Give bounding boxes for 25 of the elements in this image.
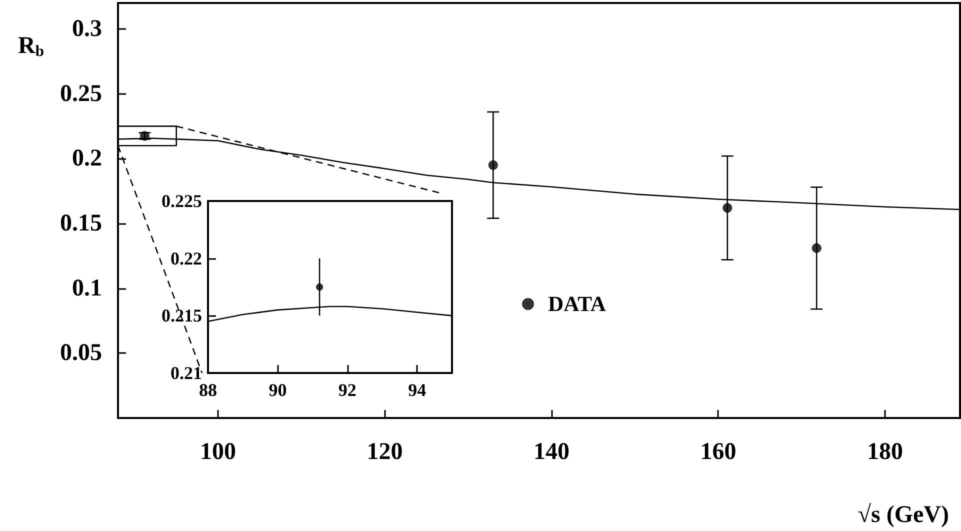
y-tick-label: 0.225	[162, 191, 202, 211]
point	[722, 203, 732, 213]
y-tick-label: 0.1	[72, 275, 102, 302]
y-tick-label: 0.25	[60, 80, 102, 107]
y-tick-label: 0.2	[72, 146, 102, 172]
legend-label: DATA	[548, 292, 606, 316]
point	[812, 243, 822, 253]
x-tick-label: 94	[408, 380, 426, 400]
x-tick-label: 88	[199, 380, 217, 400]
x-tick-label: 100	[200, 439, 236, 465]
point	[140, 131, 150, 141]
y-tick-label: 0.22	[170, 248, 202, 268]
y-tick-label: 0.215	[162, 306, 202, 326]
y-tick-label: 0.05	[60, 340, 102, 366]
x-tick-label: 140	[534, 439, 570, 465]
x-tick-label: 120	[366, 439, 403, 465]
x-tick-label: 180	[866, 439, 903, 465]
y-tick-label: 0.3	[72, 16, 102, 42]
x-tick-label: 160	[700, 439, 736, 465]
x-tick-label: 90	[268, 380, 287, 400]
x-axis-title: √s (GeV)	[858, 502, 950, 528]
x-tick-label: 92	[338, 380, 356, 400]
point	[488, 160, 498, 170]
y-tick-label: 0.15	[60, 210, 102, 236]
y-tick-label: 0.21	[170, 363, 202, 383]
